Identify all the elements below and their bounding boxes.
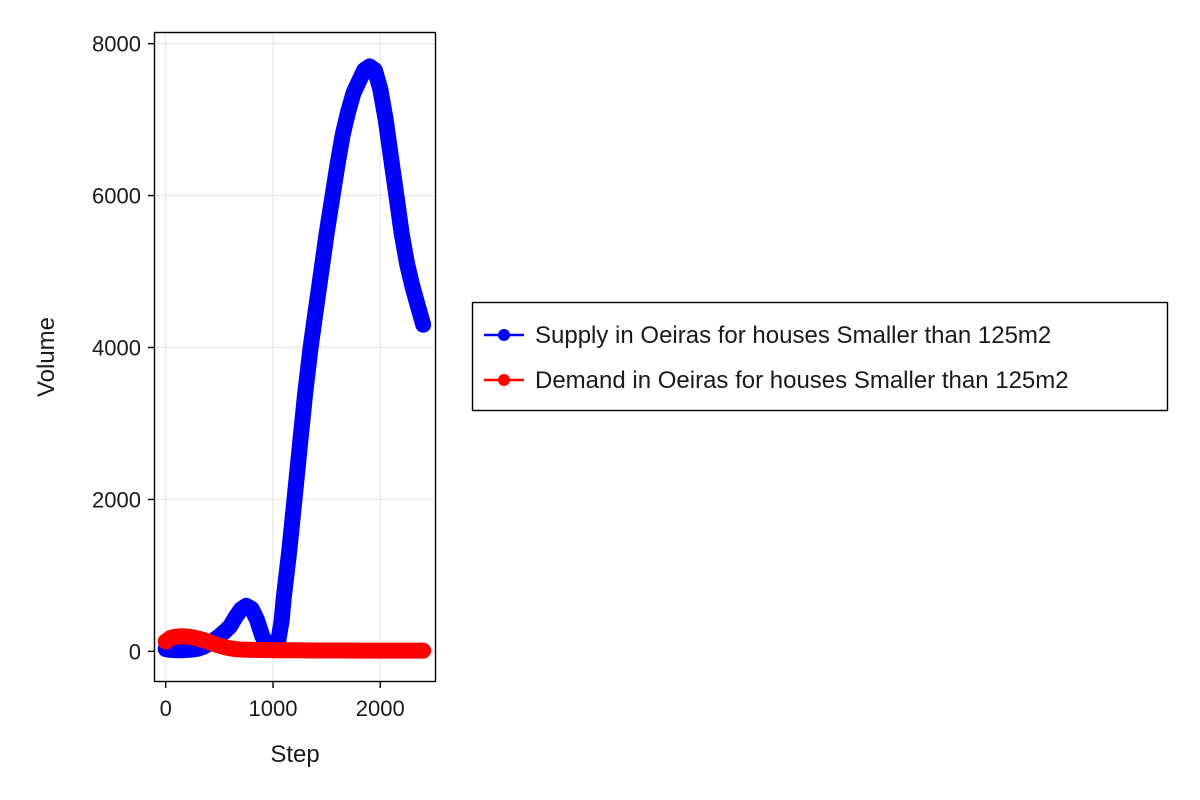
series-demand <box>157 628 432 659</box>
data-point <box>341 105 356 120</box>
y-tick-label: 6000 <box>92 184 141 209</box>
data-point <box>255 643 270 658</box>
data-point <box>384 150 399 165</box>
series-layer <box>157 58 432 659</box>
data-point <box>367 63 382 78</box>
data-point <box>394 226 409 241</box>
data-point <box>282 545 297 560</box>
data-point <box>287 643 302 658</box>
data-point <box>325 192 340 207</box>
data-point <box>373 82 388 97</box>
legend-supply-label: Supply in Oeiras for houses Smaller than… <box>535 322 1051 349</box>
data-point <box>319 643 334 658</box>
data-point <box>330 158 345 173</box>
data-point <box>335 127 350 142</box>
x-tick-label: 2000 <box>356 696 405 721</box>
data-point <box>266 643 281 658</box>
data-point <box>378 112 393 127</box>
legend: Supply in Oeiras for houses Smaller than… <box>471 301 1169 412</box>
y-tick-label: 2000 <box>92 487 141 512</box>
data-point <box>416 317 431 332</box>
data-point <box>351 74 366 89</box>
series-line <box>157 58 432 659</box>
legend-box <box>471 301 1169 412</box>
data-point <box>244 642 259 657</box>
data-point <box>362 643 377 658</box>
plot-frame <box>153 31 437 683</box>
axis-ticks: 0 1000 2000 0 2000 4000 6000 8000 <box>92 32 405 721</box>
data-point <box>233 642 248 657</box>
data-point <box>405 643 420 658</box>
data-point <box>384 643 399 658</box>
x-axis-label: Step <box>270 741 319 768</box>
data-point <box>308 302 323 317</box>
legend-demand-label: Demand in Oeiras for houses Smaller than… <box>535 367 1069 394</box>
data-point <box>319 226 334 241</box>
x-tick-label: 1000 <box>249 696 298 721</box>
data-point <box>330 643 345 658</box>
data-point <box>287 492 302 507</box>
data-point <box>351 643 366 658</box>
data-point <box>373 643 388 658</box>
legend-supply-marker <box>498 329 510 341</box>
data-point <box>303 340 318 355</box>
data-point <box>346 86 361 101</box>
data-point <box>394 643 409 658</box>
y-tick-label: 0 <box>129 639 141 664</box>
data-point <box>416 643 431 658</box>
data-point <box>249 612 264 627</box>
data-point <box>410 298 425 313</box>
y-tick-label: 8000 <box>92 32 141 57</box>
data-point <box>298 643 313 658</box>
data-point <box>389 188 404 203</box>
y-axis-label: Volume <box>33 317 60 397</box>
x-tick-label: 0 <box>160 696 172 721</box>
data-point <box>308 643 323 658</box>
data-point <box>298 386 313 401</box>
data-point <box>274 613 289 628</box>
data-point <box>405 279 420 294</box>
data-point <box>292 439 307 454</box>
legend-demand-marker <box>498 374 510 386</box>
data-point <box>400 256 415 271</box>
data-point <box>276 643 291 658</box>
y-tick-label: 4000 <box>92 336 141 361</box>
data-point <box>244 601 259 616</box>
series-supply <box>157 58 432 659</box>
data-point <box>314 264 329 279</box>
data-point <box>341 643 356 658</box>
data-point <box>276 591 291 606</box>
